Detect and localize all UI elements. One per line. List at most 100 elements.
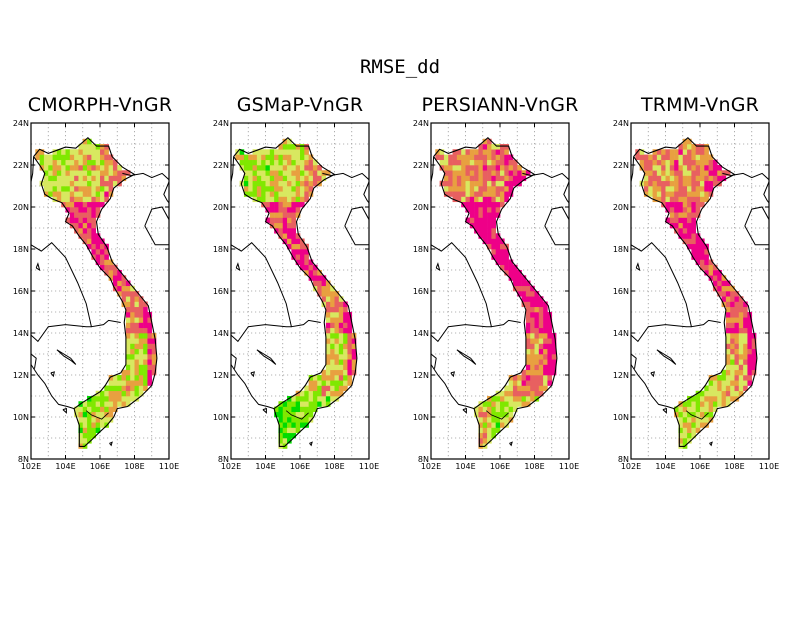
grid-cell [312,264,318,271]
grid-cell [78,427,84,434]
grid-cell [261,149,266,155]
grid-cell [543,385,548,392]
grid-cell [95,243,101,250]
grid-cell [491,212,496,218]
grid-cell [508,375,514,381]
grid-cell [312,401,318,407]
grid-cell [130,359,135,365]
grid-cell [82,417,88,423]
grid-cell [265,154,271,161]
grid-cell [91,144,96,150]
grid-cell [500,165,505,171]
grid-cell [91,159,96,166]
island [662,407,667,414]
grid-cell [456,175,462,182]
grid-cell [287,191,292,197]
grid-cell [104,270,109,276]
grid-cell [330,333,335,339]
grid-cell [265,180,271,187]
grid-cell [704,390,709,397]
grid-cell [274,217,279,224]
grid-cell [478,201,484,208]
grid-cell [125,285,131,292]
grid-cell [321,401,327,407]
grid-cell [87,417,92,423]
grid-cell [474,411,479,418]
grid-cell [291,212,296,218]
grid-cell [121,275,127,281]
grid-cell [282,170,288,176]
grid-cell [730,285,735,292]
grid-cell [256,180,262,187]
grid-cell [91,217,96,224]
grid-cell [317,165,322,171]
grid-cell [704,170,709,176]
grid-cell [43,165,49,171]
grid-cell [504,254,509,260]
grid-cell [82,406,88,413]
grid-cell [495,175,501,182]
grid-cell [717,385,722,392]
grid-cell [643,175,649,182]
grid-cell [717,396,722,402]
grid-cell [695,144,701,150]
grid-cell [95,396,101,402]
mekong-river [285,410,309,420]
grid-cell [500,264,505,271]
grid-cell [674,406,679,413]
grid-cell [82,432,88,439]
grid-cell [304,406,309,413]
grid-cell [325,280,331,287]
grid-cell [239,159,245,166]
lat-tick-label: 12N [413,371,429,380]
grid-cell [325,317,331,323]
grid-cell [82,228,88,234]
grid-cell [65,191,71,197]
grid-cell [687,154,692,161]
grid-cell [456,196,462,203]
grid-cell [100,396,105,402]
grid-cell [265,217,271,224]
hainan-island [744,206,769,246]
grid-cell [130,312,135,318]
grid-cell [334,296,340,302]
grid-cell [491,432,496,439]
grid-cell [82,144,88,150]
grid-cell [74,207,79,213]
grid-cell [721,396,727,402]
grid-cell [334,354,340,360]
grid-cell [82,207,88,213]
grid-cell [725,354,731,360]
grid-cell [248,165,253,171]
grid-cell [695,254,701,260]
grid-cell [495,170,501,176]
grid-cell [261,191,266,197]
grid-cell [274,207,279,213]
grid-cell [547,348,553,355]
grid-cell [291,144,296,150]
grid-cell [691,170,696,176]
grid-cell [725,333,731,339]
grid-cell [104,165,109,171]
grid-cell [78,411,84,418]
grid-cell [708,385,714,392]
grid-cell [330,312,335,318]
grid-cell [274,411,279,418]
grid-cell [504,175,509,182]
grid-cell [291,238,296,245]
grid-cell [82,201,88,208]
grid-cell [721,275,727,281]
grid-cell [269,175,275,182]
grid-cell [691,254,696,260]
grid-cell [734,312,740,318]
grid-cell [730,291,735,297]
grid-cell [130,333,135,339]
grid-cell [734,348,740,355]
grid-cell [674,175,679,182]
grid-cell [691,228,696,234]
grid-cell [669,186,675,192]
grid-cell [674,191,679,197]
grid-cell [738,364,744,371]
grid-cell [734,364,740,371]
grid-cell [504,180,509,187]
